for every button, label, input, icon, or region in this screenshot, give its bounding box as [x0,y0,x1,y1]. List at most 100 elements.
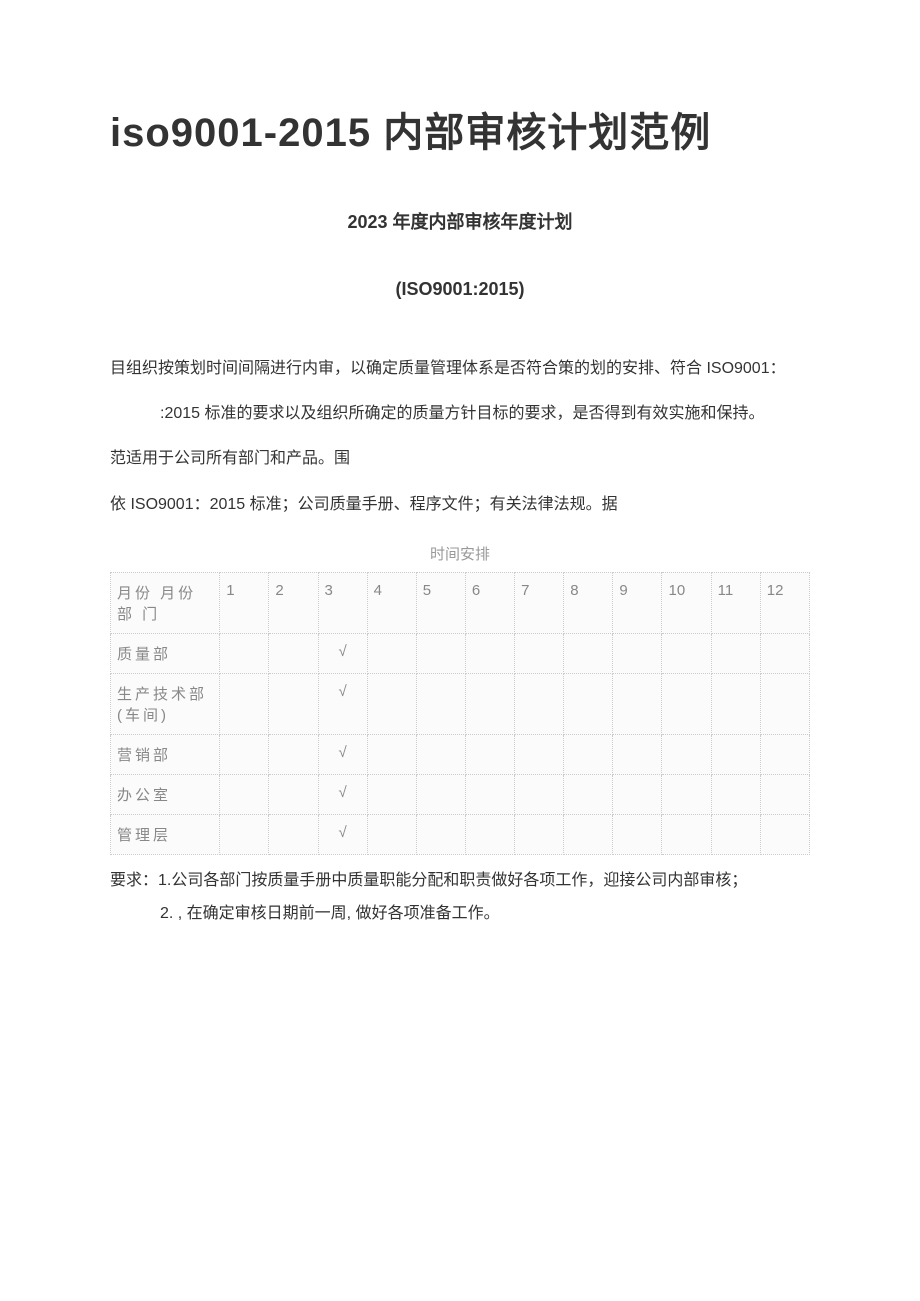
table-row: 营销部 √ [111,734,810,774]
paragraph-basis: 依 ISO9001：2015 标准；公司质量手册、程序文件；有关法律法规。据 [110,491,810,518]
schedule-cell [760,814,809,854]
month-header: 3 [318,572,367,633]
schedule-cell [367,673,416,734]
table-caption: 时间安排 [110,543,810,564]
check-mark-icon: √ [338,683,346,700]
schedule-cell [269,734,318,774]
check-mark-icon: √ [338,784,346,801]
schedule-cell [711,774,760,814]
dept-name-cell: 营销部 [111,734,220,774]
table-row: 办公室 √ [111,774,810,814]
schedule-cell [564,814,613,854]
schedule-cell [564,673,613,734]
dept-name-cell: 办公室 [111,774,220,814]
schedule-cell [662,774,711,814]
schedule-cell [416,774,465,814]
schedule-cell [711,633,760,673]
dept-name-cell: 管理层 [111,814,220,854]
month-header: 11 [711,572,760,633]
schedule-cell [220,633,269,673]
schedule-cell [760,734,809,774]
schedule-cell [760,633,809,673]
schedule-cell [564,633,613,673]
paragraph-scope: 范适用于公司所有部门和产品。围 [110,445,810,472]
schedule-cell [367,633,416,673]
schedule-cell [465,734,514,774]
paragraph-purpose-continued: :2015 标准的要求以及组织所确定的质量方针目标的要求，是否得到有效实施和保持… [110,400,810,427]
schedule-cell [760,673,809,734]
month-header: 4 [367,572,416,633]
schedule-cell [711,734,760,774]
requirements-line2: 2. , 在确定审核日期前一周, 做好各项准备工作。 [110,900,810,927]
table-row: 管理层 √ [111,814,810,854]
schedule-cell [760,774,809,814]
schedule-cell [220,673,269,734]
schedule-cell [269,774,318,814]
month-header: 5 [416,572,465,633]
schedule-cell [613,633,662,673]
dept-name-cell: 生产技术部 (车间) [111,673,220,734]
month-header: 6 [465,572,514,633]
schedule-cell: √ [318,814,367,854]
month-header: 10 [662,572,711,633]
paragraph-purpose: 目组织按策划时间间隔进行内审，以确定质量管理体系是否符合策的划的安排、符合 IS… [110,355,810,382]
sub-title: 2023 年度内部审核年度计划 [110,208,810,234]
schedule-cell [269,633,318,673]
schedule-cell [711,814,760,854]
schedule-cell [220,774,269,814]
check-mark-icon: √ [338,744,346,761]
schedule-cell [662,673,711,734]
schedule-cell [515,633,564,673]
schedule-cell [416,633,465,673]
table-body: 质量部 √ 生产技术部 (车间) √ 营销部 √ 办公室 √ 管理层 √ [111,633,810,854]
schedule-cell [515,814,564,854]
schedule-cell: √ [318,633,367,673]
schedule-cell [564,734,613,774]
schedule-cell [367,814,416,854]
header-label-line1: 月份 月份部 门 [117,585,196,623]
schedule-cell [220,814,269,854]
schedule-cell [662,734,711,774]
month-header: 1 [220,572,269,633]
table-header-row: 月份 月份部 门 1 2 3 4 5 6 7 8 9 10 11 12 [111,572,810,633]
schedule-table: 月份 月份部 门 1 2 3 4 5 6 7 8 9 10 11 12 质量部 √… [110,572,810,855]
schedule-cell [220,734,269,774]
schedule-cell [465,673,514,734]
schedule-cell [416,673,465,734]
schedule-cell [269,673,318,734]
schedule-cell [613,814,662,854]
schedule-cell [662,633,711,673]
schedule-cell [416,734,465,774]
dept-name-cell: 质量部 [111,633,220,673]
schedule-cell [662,814,711,854]
schedule-cell [613,774,662,814]
schedule-cell: √ [318,774,367,814]
schedule-cell [564,774,613,814]
schedule-cell [515,734,564,774]
main-title: iso9001-2015 内部审核计划范例 [110,100,810,158]
schedule-cell [465,774,514,814]
month-header: 9 [613,572,662,633]
schedule-cell [269,814,318,854]
schedule-cell [711,673,760,734]
requirements-line1: 要求：1.公司各部门按质量手册中质量职能分配和职责做好各项工作，迎接公司内部审核… [110,867,810,894]
schedule-cell [465,814,514,854]
schedule-cell [465,633,514,673]
table-row: 生产技术部 (车间) √ [111,673,810,734]
table-row: 质量部 √ [111,633,810,673]
schedule-cell: √ [318,734,367,774]
check-mark-icon: √ [338,643,346,660]
month-header: 2 [269,572,318,633]
schedule-cell [515,774,564,814]
month-header: 7 [515,572,564,633]
month-header: 12 [760,572,809,633]
schedule-cell [613,673,662,734]
check-mark-icon: √ [338,824,346,841]
schedule-cell [515,673,564,734]
schedule-cell [613,734,662,774]
schedule-cell: √ [318,673,367,734]
iso-title: (ISO9001:2015) [110,279,810,300]
schedule-cell [367,734,416,774]
schedule-cell [416,814,465,854]
schedule-cell [367,774,416,814]
